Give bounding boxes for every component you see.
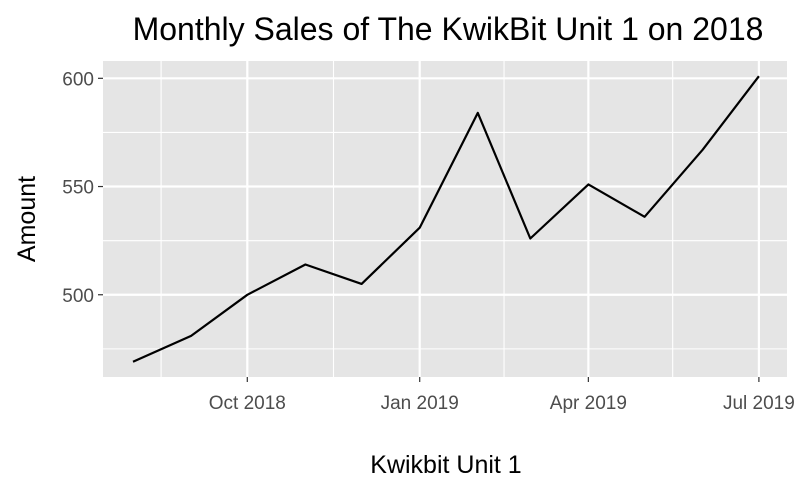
- y-axis-title: Amount: [13, 176, 41, 262]
- major-gridlines: [103, 61, 787, 377]
- plot-panel: [103, 61, 787, 377]
- chart-title: Monthly Sales of The KwikBit Unit 1 on 2…: [133, 11, 764, 47]
- y-tick-label: 600: [62, 69, 94, 90]
- x-tick-label: Jul 2019: [723, 393, 795, 414]
- y-tick-label: 550: [62, 178, 94, 199]
- x-tick-label: Oct 2018: [209, 393, 286, 414]
- y-tick-label: 500: [62, 286, 94, 307]
- x-tick-label: Apr 2019: [550, 393, 627, 414]
- minor-gridlines: [103, 61, 787, 377]
- y-axis: 500 550 600: [62, 69, 103, 307]
- x-tick-label: Jan 2019: [381, 393, 459, 414]
- x-axis: Oct 2018 Jan 2019 Apr 2019 Jul 2019: [209, 377, 795, 414]
- x-axis-title: Kwikbit Unit 1: [370, 451, 521, 479]
- sales-line: [132, 75, 760, 363]
